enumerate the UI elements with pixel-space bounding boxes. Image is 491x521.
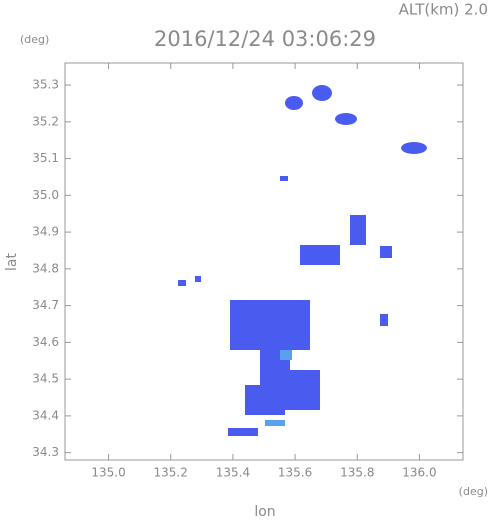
x-tick-label: 135.0 — [91, 466, 125, 480]
y-tick-label: 35.3 — [32, 78, 59, 92]
y-tick-label: 34.8 — [32, 261, 59, 275]
y-tick-label: 34.9 — [32, 225, 59, 239]
x-axis-label: lon — [254, 504, 275, 520]
x-tick-label: 136.0 — [402, 466, 436, 480]
y-tick-label: 34.3 — [32, 445, 59, 459]
y-tick-label: 35.2 — [32, 114, 59, 128]
x-tick-label: 135.2 — [154, 466, 188, 480]
x-unit: (deg) — [459, 485, 488, 498]
y-tick-label: 35.0 — [32, 188, 59, 202]
plot-frame — [64, 62, 464, 461]
x-tick-label: 135.4 — [216, 466, 250, 480]
x-tick-label: 135.6 — [278, 466, 312, 480]
y-tick-label: 34.6 — [32, 335, 59, 349]
altitude-label: ALT(km) 2.0 — [399, 1, 488, 19]
y-tick-label: 34.5 — [32, 372, 59, 386]
y-tick-label: 34.4 — [32, 408, 59, 422]
y-unit: (deg) — [20, 33, 49, 46]
radar-echoes — [178, 85, 427, 436]
y-axis-label: lat — [4, 253, 20, 271]
y-tick-label: 35.1 — [32, 151, 59, 165]
chart-title: 2016/12/24 03:06:29 — [154, 27, 376, 51]
x-tick-label: 135.8 — [340, 466, 374, 480]
y-tick-label: 34.7 — [32, 298, 59, 312]
